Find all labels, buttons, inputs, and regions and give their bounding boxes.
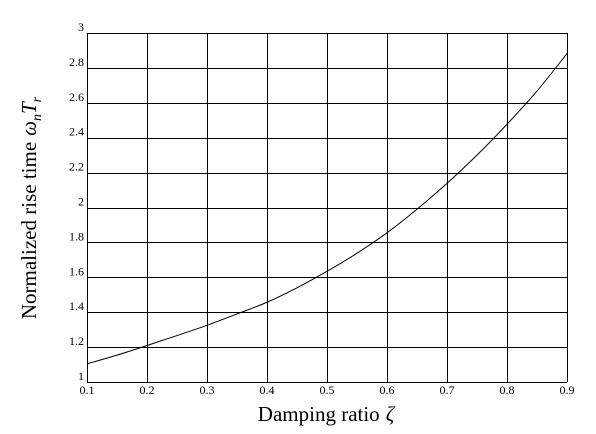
- y-axis-title-text: Normalized rise time: [17, 142, 41, 319]
- y-tick-label: 2.8: [69, 55, 84, 69]
- x-tick-label: 0.3: [200, 383, 215, 397]
- y-tick-labels: 1 1.2 1.4 1.6 1.8 2 2.2 2.4 2.6 2.8 3: [69, 20, 84, 383]
- y-axis-title-subscript-r: r: [30, 96, 45, 102]
- x-tick-label: 0.2: [140, 383, 155, 397]
- y-tick-label: 1.2: [69, 334, 84, 348]
- x-tick-label: 0.4: [260, 383, 275, 397]
- y-axis-title-symbol-omega: ω: [17, 121, 41, 136]
- y-tick-label: 2: [78, 195, 84, 209]
- plot-area: [86, 53, 568, 365]
- y-tick-label: 2.6: [69, 90, 84, 104]
- x-tick-label: 0.9: [560, 383, 575, 397]
- y-axis-title-symbol-t: T: [17, 101, 41, 114]
- y-tick-label: 2.2: [69, 160, 84, 174]
- x-tick-label: 0.7: [440, 383, 455, 397]
- y-tick-label: 1: [78, 369, 84, 383]
- y-tick-label: 1.4: [69, 299, 84, 313]
- y-tick-label: 1.6: [69, 264, 84, 278]
- x-tick-label: 0.8: [500, 383, 515, 397]
- y-axis-title: Normalized rise time ωnTr: [17, 96, 45, 319]
- y-axis-title-subscript-n: n: [30, 114, 45, 121]
- y-tick-label: 1.8: [69, 229, 84, 243]
- x-tick-label: 0.5: [320, 383, 335, 397]
- x-axis-title: Damping ratio ζ: [258, 402, 396, 426]
- x-axis-title-symbol: ζ: [386, 402, 396, 426]
- x-tick-labels: 0.1 0.2 0.3 0.4 0.5 0.6 0.7 0.8 0.9: [80, 383, 575, 397]
- grid: [87, 33, 568, 383]
- x-axis-title-text: Damping ratio: [258, 402, 380, 426]
- x-tick-label: 0.6: [380, 383, 395, 397]
- x-tick-label: 0.1: [80, 383, 95, 397]
- rise-time-curve: [86, 53, 568, 365]
- y-tick-label: 3: [78, 20, 84, 34]
- y-tick-label: 2.4: [69, 125, 84, 139]
